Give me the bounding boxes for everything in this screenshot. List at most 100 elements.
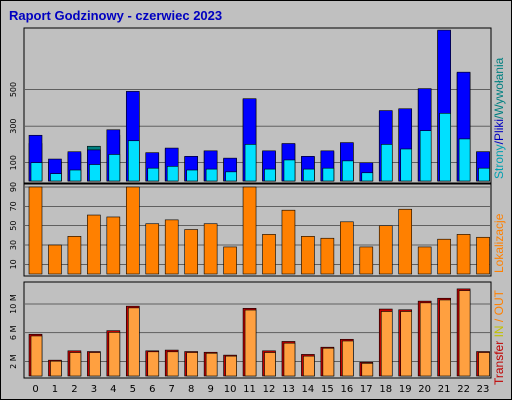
transfer-out-bar <box>380 311 393 377</box>
strony-bar <box>322 167 335 182</box>
requests-bars <box>28 29 490 182</box>
lokalizacje-bar <box>398 208 413 275</box>
lokalizacje-bar <box>262 234 276 275</box>
strony-bar <box>458 138 471 182</box>
transfer-bars <box>28 288 490 377</box>
transfer-out-bar <box>186 352 198 377</box>
y-tick-label: 90 <box>9 182 18 192</box>
transfer-gridlines: 2 M 6 M 10 M <box>9 294 490 369</box>
transfer-side-label: Transfer IN / OUT <box>492 289 506 385</box>
strony-bar <box>380 144 393 182</box>
transfer-out-bar <box>89 352 101 377</box>
lokalizacje-bar <box>87 214 101 275</box>
lokalizacje-bar <box>164 219 179 275</box>
lokalizacje-bar <box>437 238 451 275</box>
strony-bar <box>205 168 218 182</box>
lokalizacje-bar <box>359 246 374 275</box>
lokalizacje-bar <box>184 229 198 275</box>
strony-label: Strony <box>492 144 506 179</box>
strony-bar <box>166 166 179 182</box>
lokalizacje-bars <box>28 186 490 275</box>
strony-bar <box>400 148 413 182</box>
x-tick-label: 4 <box>110 384 116 395</box>
transfer-out-bar <box>419 302 432 377</box>
lokalizacje-bar <box>48 244 62 275</box>
strony-bar <box>186 169 198 182</box>
transfer-out-bar <box>283 342 296 377</box>
transfer-out-bar <box>205 352 218 377</box>
lokalizacje-bar <box>320 237 335 275</box>
strony-bar <box>50 173 62 182</box>
transfer-out-bar <box>166 351 179 377</box>
strony-bar <box>30 162 43 182</box>
strony-bar <box>439 113 451 182</box>
lokalizacje-bar <box>125 186 140 275</box>
pliki-label: Pliki <box>492 119 506 141</box>
strony-bar <box>127 140 140 182</box>
strony-bar <box>89 164 101 182</box>
transfer-out-bar <box>478 352 490 377</box>
x-tick-label: 10 <box>224 384 237 395</box>
transfer-out-bar <box>264 352 276 377</box>
x-tick-label: 3 <box>91 384 97 395</box>
y-tick-label: 100 <box>9 155 18 170</box>
y-tick-label: 500 <box>9 82 18 97</box>
y-tick-label: 10 M <box>9 294 18 314</box>
transfer-out-bar <box>127 307 140 377</box>
lokalizacje-side-label: Lokalizacje <box>492 213 506 273</box>
x-tick-label: 16 <box>340 384 353 395</box>
strony-bar <box>108 154 121 182</box>
transfer-out-bar <box>322 347 335 377</box>
transfer-out-bar <box>361 363 374 377</box>
requests-gridlines: 100 300 500 <box>9 82 490 170</box>
strony-bar <box>283 159 296 182</box>
transfer-in-label: IN <box>492 325 506 337</box>
x-tick-label: 6 <box>149 384 155 395</box>
strony-bar <box>264 168 276 182</box>
transfer-out-bar <box>69 352 82 377</box>
transfer-out-bar <box>458 290 471 377</box>
lokalizacje-bar <box>67 236 82 275</box>
lokalizacje-panel <box>23 183 492 277</box>
x-tick-label: 17 <box>360 384 373 395</box>
x-axis-ticks: 0 1 2 3 4 5 6 7 8 9 10 11 12 13 14 15 16 17 18 19 20 21 22 23 <box>32 384 489 395</box>
strony-bar <box>244 144 257 182</box>
x-tick-label: 0 <box>32 384 38 395</box>
transfer-out-bar <box>439 299 451 377</box>
x-tick-label: 20 <box>418 384 431 395</box>
lokalizacje-bar <box>476 236 490 275</box>
x-tick-label: 2 <box>71 384 77 395</box>
transfer-out-bar <box>400 311 413 377</box>
strony-bar <box>147 167 160 182</box>
wywolania-label: Wywołania <box>492 57 506 115</box>
lokalizacje-bar <box>223 246 237 275</box>
x-tick-label: 11 <box>243 384 256 395</box>
strony-bar <box>303 168 315 182</box>
transfer-out-bar <box>342 340 354 377</box>
y-tick-label: 50 <box>9 221 18 231</box>
strony-bar <box>69 169 82 182</box>
x-tick-label: 13 <box>282 384 295 395</box>
x-tick-label: 8 <box>188 384 194 395</box>
lokalizacje-bar <box>378 225 393 275</box>
strony-bar <box>342 160 354 182</box>
x-tick-label: 1 <box>52 384 58 395</box>
requests-panel <box>23 27 492 184</box>
x-tick-label: 21 <box>438 384 451 395</box>
y-tick-label: 6 M <box>9 325 18 340</box>
lokalizacje-bar <box>203 223 218 275</box>
transfer-out-bar <box>30 335 43 377</box>
lokalizacje-bar <box>456 234 471 275</box>
x-tick-label: 22 <box>457 384 470 395</box>
lokalizacje-bar <box>340 221 354 275</box>
strony-bar <box>478 167 490 182</box>
transfer-out-bar <box>225 355 237 377</box>
lokalizacje-bar <box>145 223 160 275</box>
lokalizacje-bar <box>281 209 296 275</box>
transfer-out-bar <box>50 360 62 377</box>
transfer-panel <box>23 281 492 379</box>
y-tick-label: 2 M <box>9 354 18 369</box>
transfer-out-bar <box>303 355 315 377</box>
